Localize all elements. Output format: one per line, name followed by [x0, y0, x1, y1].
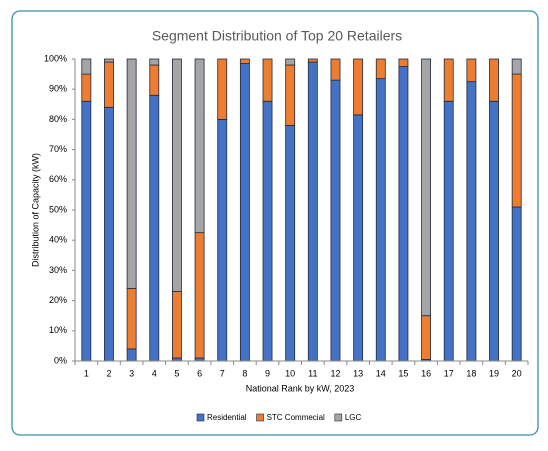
bar-segment	[466, 81, 477, 362]
y-tick-label: 60%	[49, 174, 67, 184]
legend-swatch	[196, 413, 205, 422]
x-tick-label: 5	[174, 368, 179, 378]
y-tick-label: 50%	[49, 204, 67, 214]
bar-segment	[375, 78, 386, 362]
x-tick-label: 8	[242, 368, 247, 378]
bar-segment	[262, 58, 273, 102]
bar-segment	[104, 106, 114, 362]
x-tick-label: 19	[489, 368, 499, 378]
x-tick-label: 10	[285, 368, 295, 378]
bar-segment	[307, 58, 318, 63]
x-tick-label: 11	[308, 368, 317, 378]
bar-segment	[149, 94, 160, 362]
y-tick-label: 40%	[49, 235, 67, 245]
bar-segment	[285, 58, 296, 66]
x-tick-label: 1	[84, 368, 89, 378]
bar-segment	[307, 61, 318, 362]
bar-segment	[126, 58, 137, 289]
x-tick-label: 12	[330, 368, 340, 378]
x-tick-label: 7	[220, 368, 225, 378]
y-tick-label: 90%	[49, 84, 67, 94]
bar-segment	[217, 58, 228, 120]
y-axis-title: Distribution of Capacity (kW)	[30, 153, 40, 267]
x-tick-label: 18	[466, 368, 476, 378]
x-tick-label: 9	[265, 368, 270, 378]
bar-segment	[149, 58, 160, 66]
bar-segment	[104, 58, 114, 63]
bar-segment	[285, 125, 296, 362]
bar-segment	[171, 291, 182, 359]
bar-segment	[194, 58, 205, 234]
bar-segment	[353, 58, 364, 116]
bar-segment	[262, 100, 273, 362]
x-tick-label: 13	[353, 368, 363, 378]
bar-segment	[398, 58, 409, 67]
x-tick-label: 2	[106, 368, 111, 378]
bar-segment	[81, 100, 92, 362]
bar-segment	[375, 58, 386, 80]
bar-segment	[194, 232, 205, 359]
bar-segment	[330, 79, 341, 362]
bar-segment	[353, 114, 364, 362]
bar-segment	[489, 58, 499, 102]
x-tick-label: 15	[398, 368, 408, 378]
legend-label: STC Commecial	[267, 413, 325, 422]
y-tick-label: 0%	[54, 355, 67, 365]
legend-swatch	[256, 413, 264, 422]
y-tick-label: 20%	[49, 295, 67, 305]
y-tick-label: 30%	[49, 265, 67, 275]
x-axis-title: National Rank by kW, 2023	[246, 383, 355, 393]
x-tick-label: 6	[197, 368, 202, 378]
bar-segment	[398, 66, 409, 362]
bar-segment	[104, 61, 114, 108]
bar-segment	[285, 64, 296, 126]
bar-segment	[466, 58, 477, 83]
bar-segment	[126, 288, 137, 350]
y-tick-label: 100%	[44, 53, 67, 63]
y-tick-label: 80%	[49, 114, 67, 124]
bar-segment	[443, 100, 454, 362]
bar-segment	[126, 348, 137, 362]
bar-segment	[239, 58, 250, 64]
bar-segment	[421, 315, 432, 360]
legend-label: LGC	[345, 413, 362, 422]
bar-segment	[511, 73, 522, 208]
bar-segment	[81, 73, 92, 102]
bar-segment	[330, 58, 341, 81]
bar-segment	[217, 119, 228, 362]
legend-label: Residential	[207, 413, 247, 422]
y-tick-label: 70%	[49, 144, 67, 154]
bar-segment	[489, 100, 499, 362]
x-tick-label: 16	[421, 368, 431, 378]
bar-segment	[511, 206, 522, 362]
bar-segment	[171, 58, 182, 292]
bar-segment	[149, 64, 160, 96]
legend-swatch	[334, 413, 343, 422]
bar-segment	[443, 58, 454, 102]
bar-segment	[421, 58, 432, 317]
chart-title: Segment Distribution of Top 20 Retailers	[152, 28, 402, 44]
bar-segment	[81, 58, 92, 75]
x-tick-label: 4	[152, 368, 157, 378]
x-tick-label: 20	[512, 368, 522, 378]
bar-segment	[239, 63, 250, 362]
x-tick-label: 17	[444, 368, 454, 378]
y-tick-label: 10%	[49, 325, 67, 335]
x-tick-label: 14	[376, 368, 386, 378]
x-tick-label: 3	[129, 368, 134, 378]
bar-segment	[511, 58, 522, 75]
